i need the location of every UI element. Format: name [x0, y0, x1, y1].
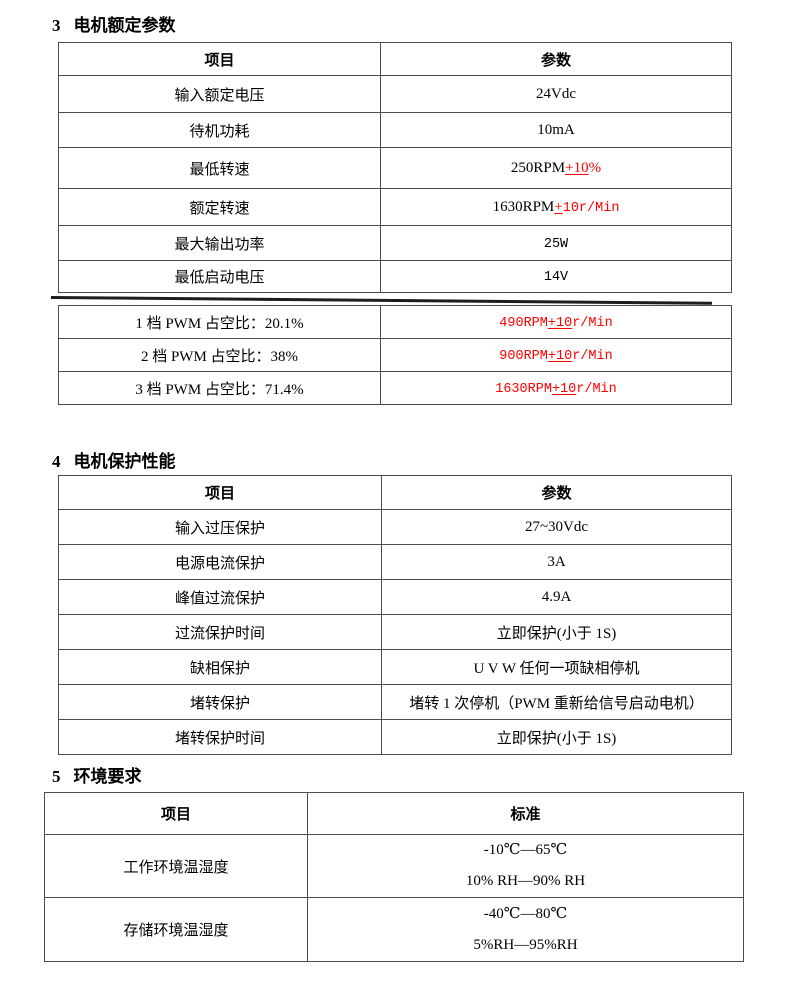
value-cell: 250RPM+10% [380, 147, 732, 189]
item-cell: 过流保护时间 [58, 614, 382, 650]
table-row: 电源电流保护 3A [58, 544, 732, 580]
section-4-number: 4 [52, 452, 61, 471]
value-cell: 3A [381, 544, 732, 580]
header-value-cell: 标准 [307, 792, 744, 835]
temperature-range: -10℃—65℃ [483, 842, 568, 858]
humidity-range: 5%RH—95%RH [473, 936, 578, 953]
value-cell: U V W 任何一项缺相停机 [381, 649, 732, 685]
table-row: 额定转速 1630RPM+10r/Min [58, 188, 732, 226]
item-cell: 额定转速 [58, 188, 381, 226]
header-item-cell: 项目 [58, 475, 382, 510]
item-cell: 2 档 PWM 占空比：38% [58, 338, 381, 372]
value-cell: 1630RPM+10r/Min [380, 371, 732, 405]
table-row: 最大输出功率 25W [58, 225, 732, 261]
header-value-cell: 参数 [381, 475, 732, 510]
protection-table: 项目 参数 输入过压保护 27~30Vdc 电源电流保护 3A 峰值过流保护 4… [58, 475, 732, 755]
value-cell: 立即保护(小于 1S) [381, 614, 732, 650]
section-5-title: 环境要求 [73, 767, 142, 786]
value-cell: -10℃—65℃ 10% RH—90% RH [307, 834, 744, 898]
item-cell: 电源电流保护 [58, 544, 382, 580]
item-cell: 缺相保护 [58, 649, 382, 685]
item-cell: 最大输出功率 [58, 225, 381, 261]
table-row: 峰值过流保护 4.9A [58, 579, 732, 615]
value-cell: 490RPM+10r/Min [380, 305, 732, 339]
table-row: 最低转速 250RPM+10% [58, 147, 732, 189]
item-cell: 峰值过流保护 [58, 579, 382, 615]
value-cell: 立即保护(小于 1S) [381, 719, 732, 755]
tolerance-underlined: +10 [551, 381, 577, 397]
table-row: 最低启动电压 14V [58, 260, 732, 293]
tolerance-underlined: + [554, 198, 563, 215]
table-row: 堵转保护时间 立即保护(小于 1S) [58, 719, 732, 755]
table-row: 1 档 PWM 占空比：20.1% 490RPM+10r/Min [58, 305, 732, 339]
tolerance-text: % [588, 159, 602, 176]
tolerance-underlined: +10 [547, 315, 573, 331]
item-cell: 堵转保护 [58, 684, 382, 720]
tolerance-text: r/Min [572, 315, 613, 331]
item-cell: 存储环境温湿度 [44, 897, 308, 962]
table-row: 3 档 PWM 占空比：71.4% 1630RPM+10r/Min [58, 371, 732, 405]
header-item-cell: 项目 [44, 792, 308, 835]
value-cell: -40℃—80℃ 5%RH—95%RH [307, 897, 744, 962]
value-cell: 14V [380, 260, 732, 293]
tolerance-underlined: +10 [565, 159, 589, 176]
tolerance-text: 10r/Min [562, 200, 620, 216]
table-row: 输入额定电压 24Vdc [58, 75, 732, 113]
table-row: 输入过压保护 27~30Vdc [58, 509, 732, 545]
rated-params-table: 项目 参数 输入额定电压 24Vdc 待机功耗 10mA 最低转速 250RPM… [58, 42, 732, 293]
section-5-heading: 5 环境要求 [52, 762, 142, 787]
item-cell: 1 档 PWM 占空比：20.1% [58, 305, 381, 339]
table-row: 待机功耗 10mA [58, 112, 732, 148]
section-3-title: 电机额定参数 [73, 16, 176, 35]
table-row: 2 档 PWM 占空比：38% 900RPM+10r/Min [58, 338, 732, 372]
table-row: 缺相保护 U V W 任何一项缺相停机 [58, 649, 732, 685]
table-row: 过流保护时间 立即保护(小于 1S) [58, 614, 732, 650]
section-3-heading: 3 电机额定参数 [52, 11, 176, 36]
item-cell: 最低转速 [58, 147, 381, 189]
value-cell: 27~30Vdc [381, 509, 732, 545]
header-value-cell: 参数 [380, 42, 732, 76]
tolerance-underlined: +10 [547, 348, 573, 364]
value-cell: 25W [380, 225, 732, 261]
table-header-row: 项目 标准 [44, 792, 744, 835]
table-header-row: 项目 参数 [58, 42, 732, 76]
item-cell: 输入过压保护 [58, 509, 382, 545]
value-cell: 10mA [380, 112, 732, 148]
table-row: 存储环境温湿度 -40℃—80℃ 5%RH—95%RH [44, 897, 744, 962]
item-cell: 3 档 PWM 占空比：71.4% [58, 371, 381, 405]
table-row: 堵转保护 堵转 1 次停机（PWM 重新给信号启动电机） [58, 684, 732, 720]
tolerance-text: r/Min [572, 348, 613, 364]
table-header-row: 项目 参数 [58, 475, 732, 510]
temperature-range: -40℃—80℃ [483, 905, 568, 922]
section-4-title: 电机保护性能 [73, 452, 176, 471]
section-3-number: 3 [52, 16, 61, 35]
value-cell: 1630RPM+10r/Min [380, 188, 732, 226]
item-cell: 输入额定电压 [58, 75, 381, 113]
header-item-cell: 项目 [58, 42, 381, 76]
value-cell: 900RPM+10r/Min [380, 338, 732, 372]
humidity-range: 10% RH—90% RH [465, 873, 586, 889]
item-cell: 待机功耗 [58, 112, 381, 148]
tolerance-text: r/Min [576, 381, 617, 397]
pwm-speed-table: 1 档 PWM 占空比：20.1% 490RPM+10r/Min 2 档 PWM… [58, 305, 732, 405]
item-cell: 堵转保护时间 [58, 719, 382, 755]
value-cell: 堵转 1 次停机（PWM 重新给信号启动电机） [381, 684, 732, 720]
item-cell: 工作环境温湿度 [44, 834, 308, 898]
item-cell: 最低启动电压 [58, 260, 381, 293]
environment-table: 项目 标准 工作环境温湿度 -10℃—65℃ 10% RH—90% RH 存储环… [44, 792, 744, 962]
table-row: 工作环境温湿度 -10℃—65℃ 10% RH—90% RH [44, 834, 744, 898]
section-5-number: 5 [52, 767, 61, 786]
value-cell: 4.9A [381, 579, 732, 615]
section-4-heading: 4 电机保护性能 [52, 447, 176, 472]
value-cell: 24Vdc [380, 75, 732, 113]
thick-divider-line [50, 296, 712, 305]
